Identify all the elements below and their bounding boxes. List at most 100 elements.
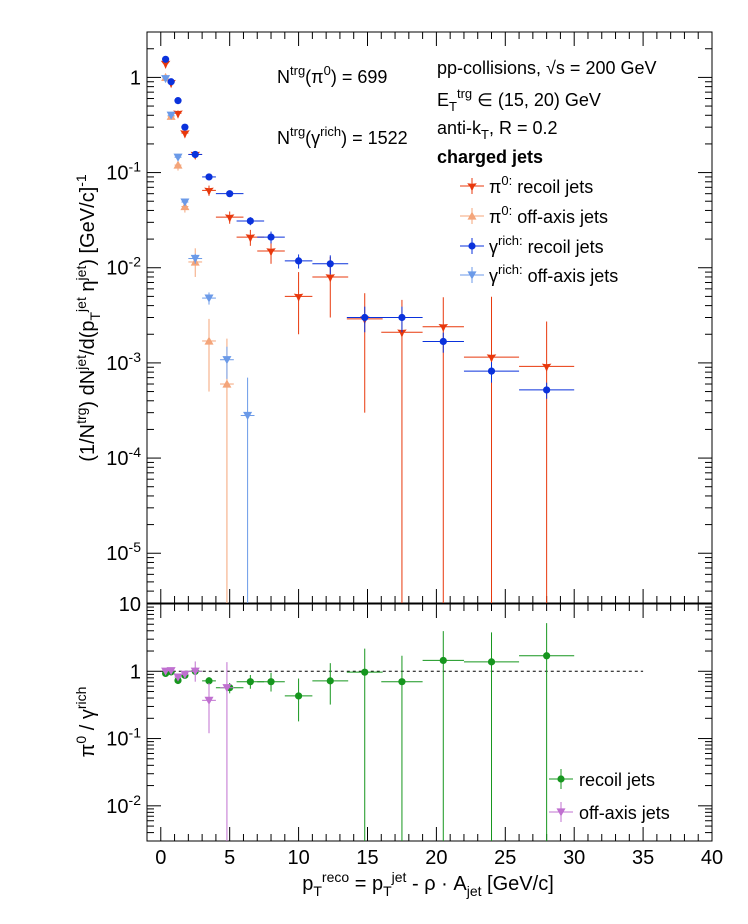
ntrg-gamma-label: Ntrg​(γrich​) = 1522 xyxy=(277,124,408,148)
data-point xyxy=(166,667,176,676)
top-panel: 1 10-1​ 10-2​ 10-3​ 10-4​ 10-5​ Ntrg​(π0​) = … xyxy=(106,31,713,604)
x-tick-label: 5 xyxy=(224,847,235,869)
legend-entry: π0:​ recoil jets xyxy=(489,173,593,197)
data-point xyxy=(204,336,214,345)
x-tick-label: 10 xyxy=(287,847,309,869)
data-point xyxy=(438,324,448,333)
x-axis-title: pT​reco​ = pT​jet​ - ρ · Ajet​ [GeV/c] xyxy=(302,869,554,899)
top-x-axis xyxy=(160,32,713,603)
series-gamma_recoil xyxy=(162,55,575,399)
legend-entry: off-axis jets xyxy=(579,803,670,823)
system-label: pp-collisions, √s = 200 GeV xyxy=(437,58,657,78)
data-point xyxy=(173,160,183,169)
data-point xyxy=(325,274,335,283)
y-tick-label: 10-5​ xyxy=(106,539,141,565)
legend-entry: γrich:​ off-axis jets xyxy=(489,262,618,286)
data-point xyxy=(543,652,551,660)
data-point xyxy=(161,667,171,676)
data-point xyxy=(543,386,551,394)
data-point xyxy=(173,110,183,119)
data-point xyxy=(166,111,176,120)
data-point xyxy=(190,667,200,676)
data-point xyxy=(326,677,334,685)
bottom-x-axis: 0 5 10 15 20 25 30 35 40 xyxy=(155,604,723,869)
legend-marker xyxy=(467,183,477,192)
bottom-y-axis: 10 1 10-1​ 10-2​ xyxy=(106,594,712,842)
data-point xyxy=(205,173,213,181)
data-point xyxy=(226,190,234,198)
y-tick-label: 1 xyxy=(130,661,141,683)
data-point xyxy=(167,78,175,86)
data-point xyxy=(361,313,369,322)
data-point xyxy=(326,260,334,268)
data-point xyxy=(243,411,253,421)
bottom-legend: recoil jets off-axis jets xyxy=(549,769,670,823)
data-point xyxy=(191,150,199,159)
series-ratio_recoil xyxy=(162,623,575,841)
x-tick-label: 20 xyxy=(425,847,447,869)
data-point xyxy=(222,356,232,365)
legend-marker xyxy=(557,775,565,783)
data-point xyxy=(205,677,213,685)
data-point xyxy=(180,670,190,679)
y-tick-label: 10-2​ xyxy=(106,254,141,280)
data-point xyxy=(439,656,447,665)
x-tick-label: 40 xyxy=(701,847,723,869)
data-point xyxy=(293,293,304,302)
data-point xyxy=(246,217,254,225)
x-tick-label: 30 xyxy=(563,847,585,869)
legend-marker xyxy=(556,808,566,817)
top-frame xyxy=(146,31,713,604)
data-point xyxy=(180,198,190,207)
y-tick-label: 10 xyxy=(119,594,141,616)
ntrg-pi0-label: Ntrg​(π0​) = 699 xyxy=(277,63,387,87)
legend-marker xyxy=(467,211,477,220)
data-point xyxy=(361,668,369,676)
data-point xyxy=(173,673,183,682)
data-point xyxy=(160,60,171,69)
data-point xyxy=(204,294,214,303)
data-point xyxy=(486,354,497,363)
legend-entry: γrich:​ recoil jets xyxy=(489,233,604,257)
y-tick-label: 10-1​ xyxy=(106,159,141,185)
y-tick-label: 10-1​ xyxy=(106,725,141,751)
legend-entry: π0:​ off-axis jets xyxy=(489,203,608,227)
data-point xyxy=(180,130,190,139)
y-tick-label: 1 xyxy=(130,67,141,89)
data-point xyxy=(294,257,303,265)
jet-type-label: charged jets xyxy=(437,147,543,167)
data-point xyxy=(162,55,170,63)
data-point xyxy=(398,313,406,322)
series-ratio_offaxis xyxy=(161,661,234,841)
data-point xyxy=(174,97,182,105)
data-point xyxy=(267,678,275,686)
x-tick-label: 15 xyxy=(356,847,378,869)
legend-entry: recoil jets xyxy=(579,770,655,790)
bottom-panel: 10 1 10-1​ 10-2​ 0 5 10 15 20 25 30 35 40 recoil je… xyxy=(106,594,723,869)
data-point xyxy=(222,684,232,693)
top-plot-area xyxy=(160,55,575,603)
top-y-axis: 1 10-1​ 10-2​ 10-3​ 10-4​ 10-5​ xyxy=(106,31,712,604)
data-point xyxy=(190,254,200,264)
data-point xyxy=(245,234,256,243)
legend-marker xyxy=(467,271,477,280)
data-point xyxy=(224,214,235,223)
data-point xyxy=(246,678,254,686)
data-point xyxy=(398,678,406,686)
data-point xyxy=(439,337,447,346)
data-point xyxy=(266,248,276,257)
data-point xyxy=(267,233,275,241)
data-point xyxy=(173,153,183,162)
x-tick-label: 0 xyxy=(155,847,166,869)
bottom-plot-area xyxy=(160,623,644,841)
data-point xyxy=(487,658,496,666)
data-point xyxy=(204,696,214,705)
x-tick-label: 25 xyxy=(494,847,516,869)
bottom-frame xyxy=(146,603,713,842)
trigger-energy-label: ET​trg​ ∈ (15, 20) GeV xyxy=(437,86,601,114)
data-point xyxy=(487,367,496,375)
data-point xyxy=(222,379,232,388)
jet-algorithm-label: anti-kT​, R = 0.2 xyxy=(437,118,558,142)
data-point xyxy=(161,75,171,84)
